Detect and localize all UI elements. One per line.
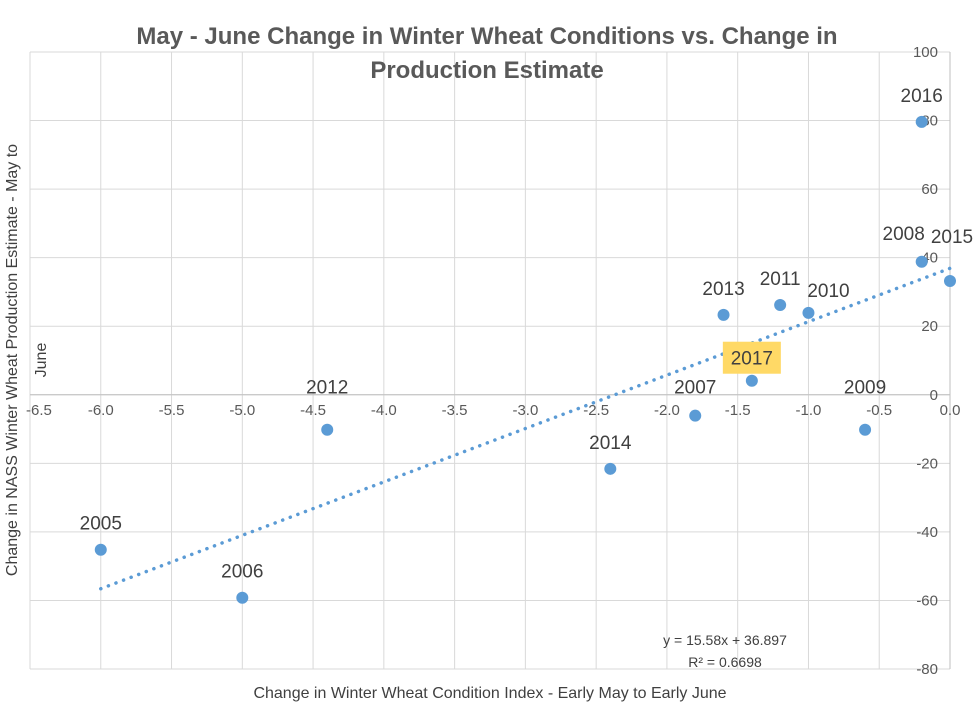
point-label: 2013 bbox=[702, 279, 744, 300]
data-point-marker bbox=[859, 423, 872, 436]
trendline-path bbox=[99, 266, 952, 591]
point-label: 2015 bbox=[931, 227, 973, 248]
y-tick-label: -80 bbox=[916, 661, 938, 678]
x-tick-label: -2.5 bbox=[583, 402, 609, 419]
data-point-marker bbox=[915, 255, 928, 268]
point-label: 2005 bbox=[80, 514, 122, 535]
x-axis-label: Change in Winter Wheat Condition Index -… bbox=[253, 685, 726, 702]
x-tick-label: -6.5 bbox=[26, 402, 52, 419]
y-tick-label: 0 bbox=[930, 387, 938, 404]
x-tick-label: -3.5 bbox=[442, 402, 468, 419]
x-tick-label: -1.0 bbox=[796, 402, 822, 419]
data-point-marker bbox=[717, 308, 730, 321]
point-label: 2014 bbox=[589, 433, 632, 454]
data-point-marker bbox=[689, 409, 702, 422]
trendline-equation: y = 15.58x + 36.897 bbox=[663, 632, 787, 648]
data-point-marker bbox=[802, 306, 815, 319]
x-tick-label: -2.0 bbox=[654, 402, 680, 419]
chart-title-line-1: May - June Change in Winter Wheat Condit… bbox=[136, 23, 837, 50]
y-tick-label: 20 bbox=[921, 318, 938, 335]
point-label: 2016 bbox=[901, 86, 943, 107]
point-label: 2007 bbox=[674, 378, 716, 399]
data-point-marker bbox=[236, 591, 249, 604]
y-tick-label: -20 bbox=[916, 455, 938, 472]
trendline bbox=[99, 266, 952, 591]
point-label: 2012 bbox=[306, 378, 348, 399]
point-label: 2010 bbox=[807, 281, 849, 302]
x-tick-label: -6.0 bbox=[88, 402, 114, 419]
x-tick-label: -5.0 bbox=[229, 402, 255, 419]
point-label: 2008 bbox=[883, 224, 925, 245]
highlight-box bbox=[722, 341, 781, 374]
data-point-marker bbox=[915, 115, 928, 128]
y-tick-label: -60 bbox=[916, 592, 938, 609]
x-tick-label: -1.5 bbox=[725, 402, 751, 419]
point-label: 2011 bbox=[760, 269, 801, 290]
data-point-marker bbox=[604, 462, 617, 475]
x-tick-label: -4.0 bbox=[371, 402, 397, 419]
tick-labels: -6.5 -6.0 -5.5 -5.0 -4.5 -4.0 -3.5 -3.0 -2.5 -2.0… bbox=[26, 44, 960, 678]
x-tick-label: -4.5 bbox=[300, 402, 326, 419]
x-tick-label: -3.0 bbox=[512, 402, 538, 419]
x-tick-label: -0.5 bbox=[866, 402, 892, 419]
data-point-marker bbox=[94, 543, 107, 556]
x-tick-label: -5.5 bbox=[159, 402, 185, 419]
point-label: 2017 bbox=[731, 349, 773, 370]
data-point-marker bbox=[944, 274, 956, 287]
chart-title-line-2: Production Estimate bbox=[370, 57, 603, 84]
y-tick-label: 60 bbox=[921, 181, 938, 198]
y-axis-label-line-2: June bbox=[33, 343, 50, 378]
x-tick-label: 0.0 bbox=[940, 402, 961, 419]
point-label: 2009 bbox=[844, 378, 886, 399]
data-point-marker bbox=[745, 374, 758, 387]
data-points: 2005 2006 2012 2014 2007 2013 2017 2011 2010 2009… bbox=[80, 86, 973, 604]
data-point-marker bbox=[774, 298, 787, 311]
y-tick-label: 100 bbox=[913, 44, 938, 61]
point-label: 2006 bbox=[221, 562, 263, 583]
data-point-marker bbox=[321, 423, 334, 436]
trendline-r-squared: R² = 0.6698 bbox=[688, 654, 762, 670]
y-axis-label-line-1: Change in NASS Winter Wheat Production E… bbox=[4, 144, 21, 576]
gridlines bbox=[29, 51, 951, 670]
y-tick-label: -40 bbox=[916, 524, 938, 541]
